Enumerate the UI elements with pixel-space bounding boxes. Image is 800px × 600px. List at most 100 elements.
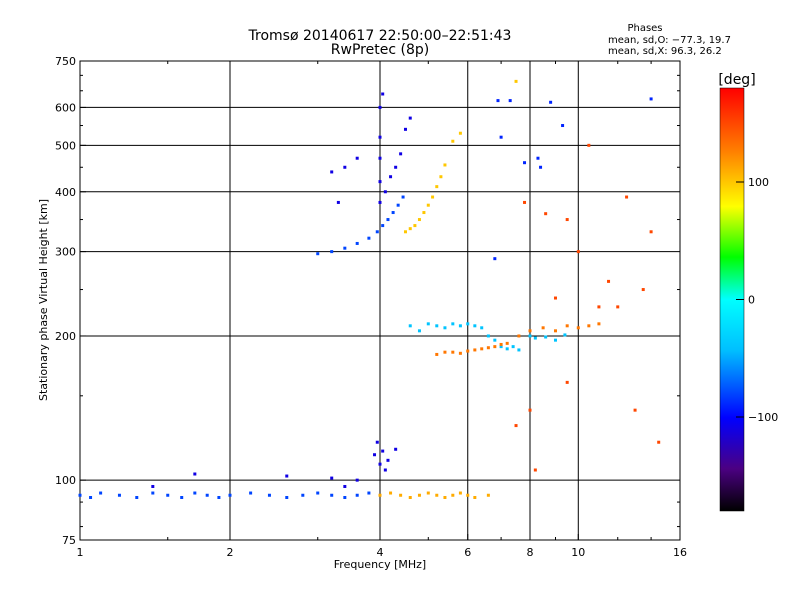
data-point (435, 185, 439, 189)
data-point (533, 468, 537, 472)
colorbar-tick-label: 0 (748, 294, 755, 307)
phases-title: Phases (627, 23, 662, 34)
data-point (378, 105, 382, 109)
data-point (117, 493, 121, 497)
data-point (493, 338, 497, 342)
data-point (383, 190, 387, 194)
data-point (528, 408, 532, 412)
data-point (386, 218, 390, 222)
x-tick-label: 6 (464, 546, 471, 559)
data-points (78, 79, 661, 499)
data-point (505, 347, 509, 351)
data-point (473, 324, 477, 328)
data-point (378, 493, 382, 497)
data-point (607, 279, 611, 283)
data-point (466, 322, 470, 326)
data-point (355, 493, 359, 497)
data-point (458, 351, 462, 355)
data-point (355, 156, 359, 160)
data-point (378, 180, 382, 184)
data-point (330, 170, 334, 174)
data-point (480, 347, 484, 351)
data-point (565, 218, 569, 222)
data-point (565, 380, 569, 384)
data-point (381, 224, 385, 228)
y-axis-label: Stationary phase Virtual Height [km] (37, 199, 50, 401)
data-point (267, 493, 271, 497)
data-point (426, 203, 430, 207)
data-point (373, 453, 377, 457)
data-point (316, 491, 320, 495)
data-point (553, 338, 557, 342)
data-point (375, 440, 379, 444)
phases-mean-x: mean, sd,X: 96.3, 26.2 (608, 46, 722, 57)
data-point (343, 165, 347, 169)
data-point (431, 195, 435, 199)
data-point (343, 495, 347, 499)
data-point (486, 493, 490, 497)
data-point (249, 491, 253, 495)
data-point (499, 342, 503, 346)
data-point (99, 491, 103, 495)
x-tick-label: 4 (377, 546, 384, 559)
data-point (89, 495, 93, 499)
data-point (330, 493, 334, 497)
data-point (451, 139, 455, 143)
data-point (616, 305, 620, 309)
data-point (523, 161, 527, 165)
data-point (355, 478, 359, 482)
data-point (399, 152, 403, 156)
x-tick-label: 2 (227, 546, 234, 559)
data-point (561, 124, 565, 128)
data-point (399, 493, 403, 497)
y-axis-ticks: 75 100 200 300 400 500 600 750 (55, 55, 680, 547)
data-point (458, 491, 462, 495)
data-point (383, 468, 387, 472)
data-point (180, 495, 184, 499)
data-point (443, 326, 447, 330)
data-point (316, 252, 320, 256)
data-point (539, 165, 543, 169)
data-point (587, 324, 591, 328)
data-point (336, 200, 340, 204)
data-point (217, 495, 221, 499)
data-point (528, 334, 532, 338)
data-point (597, 305, 601, 309)
data-point (496, 99, 500, 103)
data-point (413, 224, 417, 228)
data-point (426, 491, 430, 495)
data-point (396, 203, 400, 207)
data-point (641, 288, 645, 292)
colorbar-ticks: 100 0 −100 (736, 176, 778, 424)
data-point (563, 333, 567, 337)
colorbar-tick-label: −100 (748, 411, 778, 424)
data-point (386, 458, 390, 462)
data-point (355, 241, 359, 245)
data-point (439, 175, 443, 179)
colorbar-tick-label: 100 (748, 176, 769, 189)
data-point (633, 408, 637, 412)
data-point (443, 163, 447, 167)
data-point (408, 227, 412, 231)
x-tick-label: 10 (571, 546, 585, 559)
data-point (544, 335, 548, 339)
data-point (394, 447, 398, 451)
data-point (166, 493, 170, 497)
data-point (193, 472, 197, 476)
data-point (493, 345, 497, 349)
data-point (473, 348, 477, 352)
data-point (528, 329, 532, 333)
data-point (389, 175, 393, 179)
x-axis-ticks: 1 2 4 6 8 10 16 (77, 61, 687, 559)
data-point (466, 493, 470, 497)
data-point (565, 324, 569, 328)
data-point (426, 322, 430, 326)
data-point (151, 484, 155, 488)
data-point (511, 345, 515, 349)
data-point (458, 324, 462, 328)
y-tick-label: 400 (55, 186, 76, 199)
data-point (435, 324, 439, 328)
data-point (301, 493, 305, 497)
data-point (135, 495, 139, 499)
